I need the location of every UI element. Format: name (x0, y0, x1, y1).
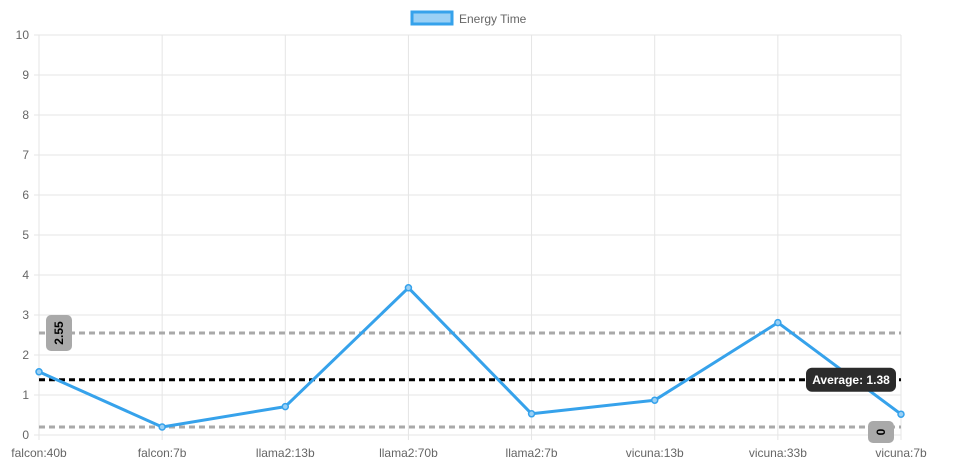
legend-label-energy-time: Energy Time (459, 12, 527, 26)
y-tick-label: 7 (22, 148, 29, 162)
data-point (158, 423, 166, 431)
average-badge-label: Average: 1.38 (812, 373, 890, 387)
data-point (527, 410, 536, 418)
y-tick-label: 1 (22, 388, 29, 402)
series-energy-time (35, 284, 905, 431)
y-tick-label: 3 (22, 308, 29, 322)
upper-badge-background (46, 315, 72, 351)
y-tick-label: 10 (16, 28, 30, 42)
legend[interactable]: Energy Time (410, 10, 527, 26)
y-tick-label: 5 (22, 228, 29, 242)
reference-badges: 2.55 0 Average: 1.38 (46, 315, 896, 443)
x-tick-label: falcon:40b (11, 446, 67, 460)
data-point (35, 368, 43, 376)
x-tick-label: falcon:7b (138, 446, 187, 460)
y-axis-labels: 0 1 2 3 4 5 6 7 8 9 10 (16, 28, 30, 442)
y-tick-label: 6 (22, 188, 29, 202)
upper-badge-label: 2.55 (52, 321, 66, 345)
x-tick-label: vicuna:33b (749, 446, 807, 460)
data-point (774, 318, 782, 327)
data-point (650, 396, 659, 404)
lower-badge-label: 0 (874, 428, 888, 435)
lower-value-badge: 0 (868, 421, 894, 443)
y-tick-label: 4 (22, 268, 29, 282)
legend-swatch-energy-time (410, 10, 454, 26)
y-tick-label: 8 (22, 108, 29, 122)
grid (34, 34, 902, 440)
average-badge: Average: 1.38 (806, 367, 896, 392)
average-badge-background (806, 367, 896, 392)
x-tick-label: llama2:7b (506, 446, 558, 460)
data-point (897, 410, 905, 418)
x-tick-label: llama2:13b (256, 446, 315, 460)
upper-value-badge: 2.55 (46, 315, 72, 351)
y-tick-label: 2 (22, 348, 29, 362)
series-line (38, 286, 902, 429)
data-point (404, 284, 413, 292)
reference-lines (39, 331, 901, 429)
lower-badge-background (868, 421, 894, 443)
y-tick-label: 0 (22, 428, 29, 442)
x-tick-label: vicuna:7b (875, 446, 927, 460)
x-tick-label: vicuna:13b (626, 446, 684, 460)
x-tick-label: llama2:70b (379, 446, 438, 460)
x-axis-labels: falcon:40b falcon:7b llama2:13b llama2:70b l… (11, 446, 927, 460)
data-point (281, 402, 290, 411)
y-tick-label: 9 (22, 68, 29, 82)
